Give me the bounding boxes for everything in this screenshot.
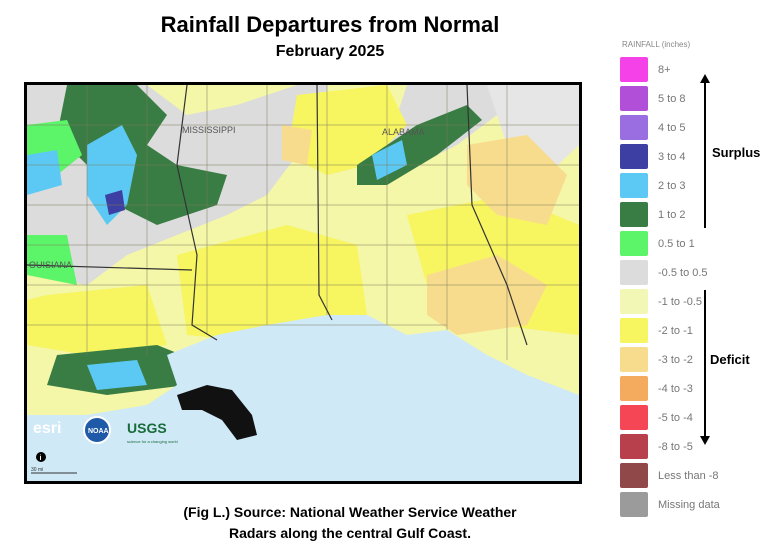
legend-label: -4 to -3 — [658, 383, 693, 395]
deficit-arrow-line — [704, 290, 706, 438]
legend-item: 4 to 5 — [620, 115, 740, 143]
legend-swatch — [620, 289, 648, 314]
legend-item: -2 to -1 — [620, 318, 740, 346]
scale-label: 30 mi — [31, 467, 43, 473]
caption-line-2: Radars along the central Gulf Coast. — [229, 525, 471, 541]
caption-line-1: (Fig L.) Source: National Weather Servic… — [183, 504, 517, 520]
legend-item: 3 to 4 — [620, 144, 740, 172]
legend-swatch — [620, 347, 648, 372]
surplus-blue-west — [87, 125, 137, 225]
surplus-purple-spot — [105, 190, 125, 215]
surplus-light-south — [27, 235, 77, 285]
map-subtitle: February 2025 — [275, 43, 385, 60]
legend-label: 2 to 3 — [658, 180, 686, 192]
legend-swatch — [620, 144, 648, 169]
surplus-band-west — [57, 85, 227, 225]
legend-label: 4 to 5 — [658, 122, 686, 134]
legend-item: -8 to -5 — [620, 434, 740, 462]
legend-swatch — [620, 173, 648, 198]
legend-item: -3 to -2 — [620, 347, 740, 375]
deficit-label: Deficit — [710, 352, 750, 367]
state-label-alabama: ALABAMA — [382, 127, 425, 137]
legend-swatch — [620, 231, 648, 256]
legend-item: 0.5 to 1 — [620, 231, 740, 259]
legend-item: 8+ — [620, 57, 740, 85]
surplus-label: Surplus — [712, 145, 761, 160]
legend-item: -1 to -0.5 — [620, 289, 740, 317]
legend-item: 2 to 3 — [620, 173, 740, 201]
legend-label: -8 to -5 — [658, 441, 693, 453]
river-delta — [177, 385, 257, 440]
figure-caption: (Fig L.) Source: National Weather Servic… — [150, 502, 550, 544]
legend-label: Missing data — [658, 499, 720, 511]
deficit-arrow-head — [700, 436, 710, 445]
info-icon-glyph: i — [40, 455, 42, 462]
legend-swatch — [620, 115, 648, 140]
deficit-patch-6 — [467, 135, 567, 225]
legend-item: -4 to -3 — [620, 376, 740, 404]
legend-label: 5 to 8 — [658, 93, 686, 105]
legend-item: -5 to -4 — [620, 405, 740, 433]
legend-swatch — [620, 434, 648, 459]
map-canvas: MISSISSIPPI ALABAMA OUISIANA esri NOAA U… — [27, 85, 579, 481]
state-label-louisiana: OUISIANA — [29, 260, 72, 270]
legend-title: RAINFALL (inches) — [622, 40, 691, 49]
surplus-blue-south — [87, 360, 147, 390]
surplus-arrow-line — [704, 80, 706, 228]
map-title: Rainfall Departures from Normal — [160, 12, 500, 37]
usgs-tagline: science for a changing world — [127, 439, 178, 444]
rainfall-map[interactable]: MISSISSIPPI ALABAMA OUISIANA esri NOAA U… — [24, 82, 582, 484]
legend-label: -3 to -2 — [658, 354, 693, 366]
gulf-water — [27, 315, 579, 481]
county-lines — [27, 85, 579, 360]
info-icon[interactable] — [36, 452, 46, 462]
legend-label: 3 to 4 — [658, 151, 686, 163]
deficit-patch-4 — [27, 285, 167, 355]
legend-label: -1 to -0.5 — [658, 296, 703, 308]
legend-label: 0.5 to 1 — [658, 238, 695, 250]
surplus-arrow-head — [700, 74, 710, 83]
usgs-logo: USGS — [127, 420, 167, 436]
legend-label: -0.5 to 0.5 — [658, 267, 708, 279]
legend-swatch — [620, 405, 648, 430]
state-label-mississippi: MISSISSIPPI — [182, 125, 236, 135]
legend-item: 1 to 2 — [620, 202, 740, 230]
legend-swatch — [620, 376, 648, 401]
legend-swatch — [620, 202, 648, 227]
deficit-patch-7 — [282, 125, 312, 165]
surplus-blue-edge — [27, 150, 62, 195]
noaa-logo — [83, 416, 111, 444]
legend-item: -0.5 to 0.5 — [620, 260, 740, 288]
legend-item: 5 to 8 — [620, 86, 740, 114]
legend-item: Less than -8 — [620, 463, 740, 491]
legend-item: Missing data — [620, 492, 740, 520]
legend-label: -2 to -1 — [658, 325, 693, 337]
noaa-logo-text: NOAA — [88, 428, 109, 435]
legend-swatch — [620, 260, 648, 285]
esri-logo: esri — [33, 420, 61, 437]
state-borders — [27, 85, 528, 346]
legend-label: -5 to -4 — [658, 412, 693, 424]
neutral-area-northeast — [487, 85, 579, 175]
legend-label: 1 to 2 — [658, 209, 686, 221]
legend-label: 8+ — [658, 64, 671, 76]
legend-swatch — [620, 318, 648, 343]
legend-label: Less than -8 — [658, 470, 719, 482]
legend-swatch — [620, 86, 648, 111]
legend-swatch — [620, 463, 648, 488]
surplus-blue-north — [372, 140, 407, 180]
legend-swatch — [620, 492, 648, 517]
legend-swatch — [620, 57, 648, 82]
